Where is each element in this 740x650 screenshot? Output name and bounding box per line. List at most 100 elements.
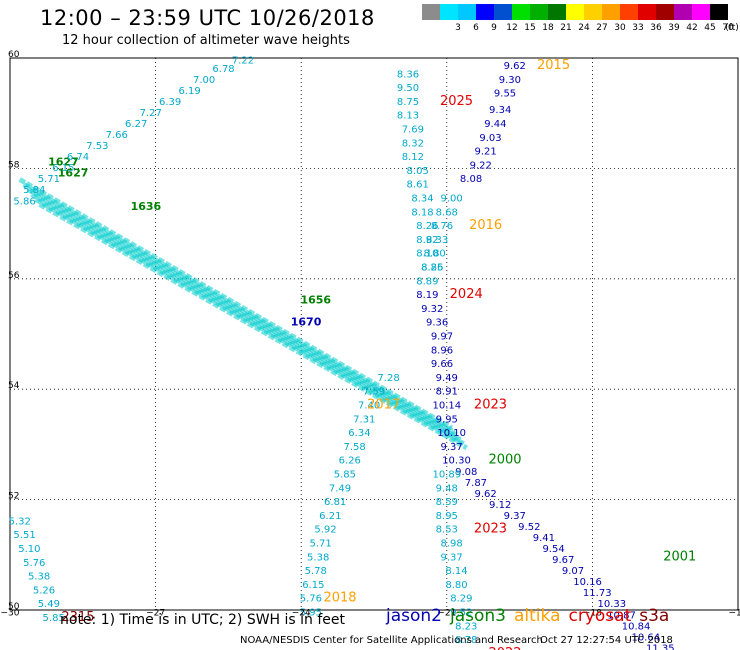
wave-height-label: 9.36 [426, 318, 448, 329]
wave-height-label: 5.32 [9, 516, 31, 527]
legend-label: 42 [686, 23, 698, 33]
legend-swatch [656, 4, 674, 20]
legend-label: 6 [473, 23, 479, 33]
wave-height-label: 10.14 [432, 401, 461, 412]
track-2001-label-only: 2001 [663, 549, 696, 564]
legend-label: 30 [614, 23, 626, 33]
band-label: 1670 [291, 316, 322, 329]
wave-height-label: 9.62 [474, 489, 496, 500]
wave-height-label: 8.80 [424, 249, 446, 260]
wave-height-label: 8.12 [402, 152, 424, 163]
legend-swatch [584, 4, 602, 20]
wave-height-label: 9.37 [504, 511, 526, 522]
wave-height-label: 6.26 [339, 456, 361, 467]
wave-height-label: 10.10 [437, 428, 466, 439]
wave-height-label: 5.86 [13, 196, 35, 207]
wave-height-label: 8.33 [426, 235, 448, 246]
satellite-legend: jason2 jason3 altika cryosat s3a [386, 606, 677, 626]
track-nw: 7.226.787.006.196.397.276.277.667.536.74… [13, 56, 254, 208]
legend-swatch [494, 4, 512, 20]
wave-height-label: 8.86 [421, 263, 443, 274]
legend-label: 12 [506, 23, 518, 33]
map-frame [9, 57, 739, 611]
legend-label: 36 [650, 23, 662, 33]
note-text: note: 1) Time is in UTC; 2) SWH is in fe… [60, 612, 346, 628]
wave-height-label: 5.85 [43, 613, 65, 624]
track-2025: 8.36 9.50 8.75 8.13 7.69 8.32 8.12 8.05 8.61 8.34… [397, 69, 473, 273]
track-2022-label-only: 2022 [488, 646, 521, 650]
wave-height-label: 6.74 [67, 152, 89, 163]
wave-height-label: 7.00 [193, 75, 215, 86]
track-2017: 7.28 7.59 7.40 7.31 6.34 7.58 6.26 5.85 7.49 6.81… [300, 373, 400, 619]
band-label: 1656 [300, 294, 331, 307]
wave-height-label: 8.18 [411, 207, 433, 218]
band-label: 1627 [48, 156, 79, 169]
wave-height-label: 5.71 [38, 174, 60, 185]
wave-height-label: 9.37 [441, 442, 463, 453]
track-2018-label-only: 2018 [323, 591, 356, 606]
wave-height-label: 9.34 [489, 105, 511, 116]
wave-height-label: 9.54 [542, 544, 564, 555]
wave-height-label: 7.22 [232, 56, 254, 67]
wave-height-label: 8.13 [397, 111, 419, 122]
wave-height-label: 5.49 [38, 599, 60, 610]
wave-height-label: 9.55 [494, 89, 516, 100]
wave-height-label: 9.21 [474, 147, 496, 158]
wave-height-label: 8.10 [416, 249, 438, 260]
wave-height-label: 9.97 [431, 332, 453, 343]
band-label: 1636 [131, 200, 162, 213]
legend-swatch [620, 4, 638, 20]
wave-height-label: 10.87 [607, 610, 636, 621]
wave-height-label: 8.89 [416, 276, 438, 287]
band-label: 1627 [58, 167, 89, 180]
wave-height-label: 6.15 [302, 580, 324, 591]
wave-height-label: 5.76 [23, 558, 45, 569]
wave-height-label: 6.78 [212, 64, 234, 75]
track-time-label: 2024 [450, 287, 483, 302]
wave-height-label: 5.51 [13, 530, 35, 541]
legend-label: 27 [596, 23, 608, 33]
legend-swatch [674, 4, 692, 20]
wave-height-label: 8.23 [455, 621, 477, 632]
wave-height-label: 9.95 [436, 414, 458, 425]
legend-unit: (ft) [725, 23, 739, 33]
wave-height-label: 7.58 [343, 442, 365, 453]
wave-height-label: 8.95 [436, 511, 458, 522]
wave-height-label: 8.29 [450, 594, 472, 605]
wave-height-label: 9.44 [484, 119, 506, 130]
wave-height-label: 6.27 [125, 119, 147, 130]
wave-height-label: 7.27 [140, 108, 162, 119]
band-stroke [38, 202, 468, 451]
track-time-label: 2023 [474, 398, 507, 413]
legend-swatch [566, 4, 584, 20]
track-2015: 9.62 9.30 9.55 9.34 9.44 9.03 9.21 9.22 8.08 2015 [460, 58, 570, 185]
track-time-label: 2016 [469, 218, 502, 233]
wave-height-label: 8.53 [436, 525, 458, 536]
wave-height-label: 11.73 [583, 588, 612, 599]
track-2000: 10.309.087.879.629.129.379.529.419.549.6… [442, 453, 674, 650]
y-tick-label: 56 [8, 271, 20, 281]
track-2024: 8.19 9.32 9.36 9.97 8.96 9.66 9.49 8.91 2024 [416, 287, 483, 398]
wave-height-label: 9.32 [421, 304, 443, 315]
x-tick-label: −21 [437, 609, 456, 619]
wave-height-label: 8.93 [460, 649, 482, 650]
legend-label: 45 [704, 23, 716, 33]
wave-height-label: 5.71 [309, 539, 331, 550]
satellite-name: jason2 [386, 606, 442, 626]
wave-height-label: 8.36 [397, 69, 419, 80]
wave-height-label: 9.52 [450, 608, 472, 619]
legend-swatch [440, 4, 458, 20]
wave-height-label: 9.50 [397, 83, 419, 94]
wave-height-label: 8.98 [441, 539, 463, 550]
wave-height-label: 6.15 [52, 163, 74, 174]
legend-swatch [476, 4, 494, 20]
x-tick-label: −30 [1, 609, 20, 619]
wave-height-label: 6.21 [319, 511, 341, 522]
wave-height-label: 8.78 [455, 635, 477, 646]
wave-height-label: 7.40 [358, 401, 380, 412]
legend-label: 39 [668, 23, 680, 33]
legend-swatch [458, 4, 476, 20]
wave-height-label: 5.92 [314, 525, 336, 536]
wave-height-label: 6.19 [178, 86, 200, 97]
